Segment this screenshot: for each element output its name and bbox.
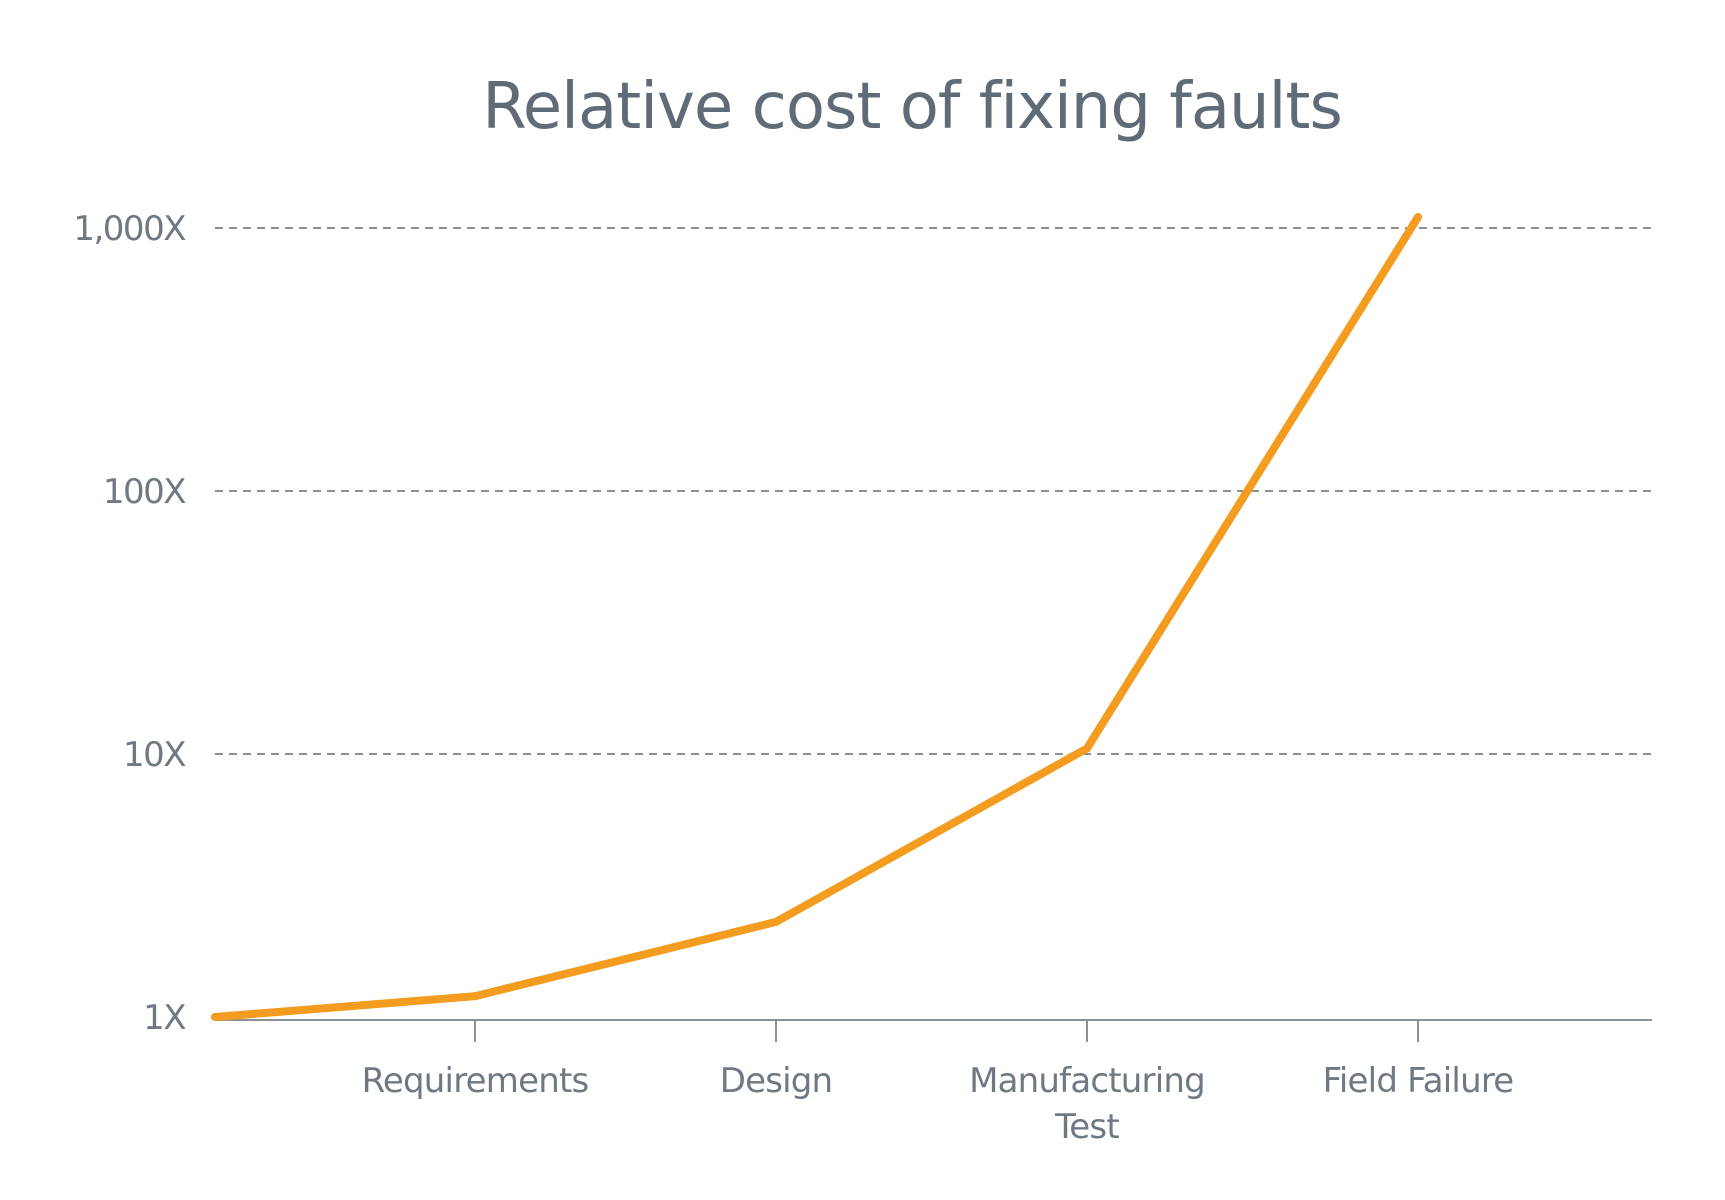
series-layer [211, 213, 1422, 1021]
x-tick-label: Manufacturing [969, 1061, 1205, 1101]
x-axis [215, 1019, 1652, 1042]
gridlines [215, 227, 1652, 755]
data-point [211, 1013, 219, 1021]
x-tick-label: Design [720, 1061, 833, 1101]
x-tick-label: Field Failure [1323, 1061, 1514, 1101]
y-axis: 1X 10X 100X 1,000X [73, 209, 187, 1038]
data-point [772, 917, 780, 926]
x-tick-labels: Requirements Design Manufacturing Test Field… [362, 1061, 1515, 1147]
chart-title: Relative cost of fixing faults [482, 70, 1342, 144]
y-tick-label: 1X [143, 998, 186, 1038]
y-tick-label: 1,000X [73, 209, 186, 249]
y-tick-label: 10X [123, 735, 186, 775]
series-line [211, 213, 1422, 1021]
data-point [1083, 744, 1091, 753]
x-tick-label: Requirements [362, 1061, 589, 1101]
x-tick-label: Test [1054, 1107, 1119, 1147]
data-point [471, 992, 479, 1001]
y-tick-label: 100X [103, 472, 186, 512]
data-point [1414, 213, 1422, 222]
